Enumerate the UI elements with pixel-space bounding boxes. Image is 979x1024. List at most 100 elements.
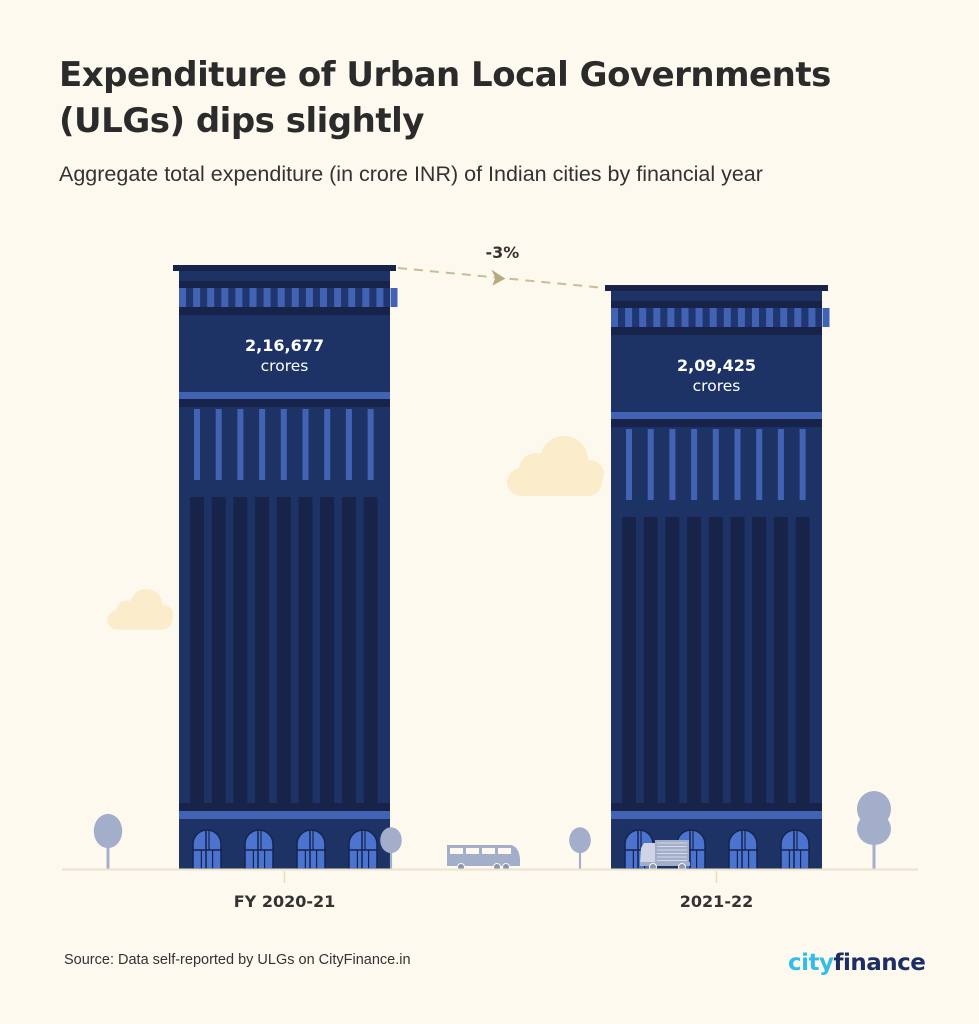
arched-window	[192, 829, 222, 870]
arched-window	[780, 829, 810, 870]
building-band	[611, 301, 822, 309]
building-band	[179, 399, 390, 407]
building-band	[611, 803, 822, 811]
building-ledge	[179, 811, 390, 819]
frieze-tile	[249, 288, 257, 307]
window-column	[665, 517, 680, 803]
change-annotation: -3%	[397, 243, 606, 290]
frieze-tile	[808, 308, 816, 328]
frieze-tile	[179, 288, 186, 307]
chart-subtitle: Aggregate total expenditure (in crore IN…	[59, 162, 763, 186]
cloud-icon	[507, 436, 604, 496]
window-strip	[626, 429, 632, 501]
frieze-tile	[752, 308, 759, 328]
bar-unit-label: crores	[261, 357, 309, 375]
window-column	[752, 517, 767, 803]
frieze-tile	[794, 308, 802, 328]
window-strip	[302, 409, 309, 480]
bar-unit-label: crores	[693, 377, 741, 395]
window-strip	[324, 409, 331, 480]
cityfinance-logo: cityfinance	[788, 950, 926, 976]
window-column	[190, 497, 204, 803]
window-strip	[237, 409, 244, 480]
frieze-tile	[193, 288, 201, 307]
window-strip	[669, 429, 676, 501]
frieze-tile	[667, 308, 675, 328]
window-strip	[259, 409, 266, 480]
window-column	[298, 497, 313, 803]
truck-icon	[640, 840, 690, 871]
tree-icon	[857, 791, 891, 869]
cloud-part	[129, 588, 163, 622]
source-note: Source: Data self-reported by ULGs on Ci…	[64, 952, 411, 968]
chart-title: Expenditure of Urban Local Governments (…	[59, 55, 831, 141]
cloud-part	[576, 460, 604, 488]
building-band	[179, 307, 390, 315]
truck-chassis	[640, 862, 690, 866]
tree-trunk	[578, 847, 582, 869]
tree-icon	[93, 813, 123, 869]
building-roof	[173, 265, 396, 271]
frieze-tile	[737, 308, 745, 328]
frieze-tile	[709, 308, 717, 328]
window-strip	[691, 429, 698, 501]
foreground-decor	[93, 791, 891, 871]
x-axis-ticks: FY 2020-21 2021-22	[234, 871, 753, 911]
tree-crown	[93, 813, 123, 849]
tree-trunk	[389, 847, 393, 869]
bar-building: 2,09,425 crores	[605, 285, 830, 870]
tree-crown	[380, 827, 402, 854]
building-ledge	[179, 392, 390, 399]
frieze-tile	[277, 288, 285, 307]
building-band	[611, 419, 822, 428]
window-column	[730, 517, 745, 803]
frieze-tile	[822, 308, 830, 328]
frieze-tile	[695, 308, 703, 328]
background-decor	[107, 436, 604, 630]
window-strip	[647, 429, 654, 501]
window-strip	[756, 429, 763, 501]
arched-window	[296, 829, 326, 870]
frieze-tile	[207, 288, 215, 307]
window-column	[320, 497, 335, 803]
building-ledge	[611, 412, 822, 420]
cloud-part	[540, 436, 588, 484]
window-column	[341, 497, 356, 803]
arched-window	[348, 829, 378, 870]
cloud-part	[154, 605, 174, 625]
bus-window	[466, 848, 479, 854]
window-strip	[777, 429, 784, 501]
truck-cab	[640, 843, 655, 864]
frieze-tile	[320, 288, 327, 307]
window-column	[643, 517, 658, 803]
window-column	[795, 517, 810, 803]
window-column	[255, 497, 270, 803]
frieze-tile	[362, 288, 370, 307]
building-band	[179, 803, 390, 811]
building-band	[179, 281, 390, 288]
window-strip	[799, 429, 806, 501]
frieze-tile	[305, 288, 313, 307]
frieze-tile	[766, 308, 774, 328]
bus-icon	[447, 845, 520, 871]
bars-group: 2,16,677 crores 2,09,425 crores	[173, 265, 830, 870]
frieze-tile	[334, 288, 342, 307]
bus-window	[450, 848, 463, 854]
window-column	[363, 497, 378, 803]
frieze-tile	[611, 308, 618, 328]
arched-window	[244, 829, 274, 870]
frieze-tile	[681, 308, 689, 328]
frieze-tile	[639, 308, 647, 328]
window-column	[687, 517, 702, 803]
logo-city: city	[788, 950, 834, 976]
frieze-tile	[780, 308, 788, 328]
bar-value-label: 2,09,425	[677, 356, 756, 375]
tree-icon	[380, 827, 402, 869]
window-column	[708, 517, 723, 803]
window-column	[773, 517, 788, 803]
frieze-tile	[376, 288, 384, 307]
frieze-tile	[291, 288, 299, 307]
bus-window	[498, 848, 511, 854]
tree-icon	[569, 827, 591, 869]
